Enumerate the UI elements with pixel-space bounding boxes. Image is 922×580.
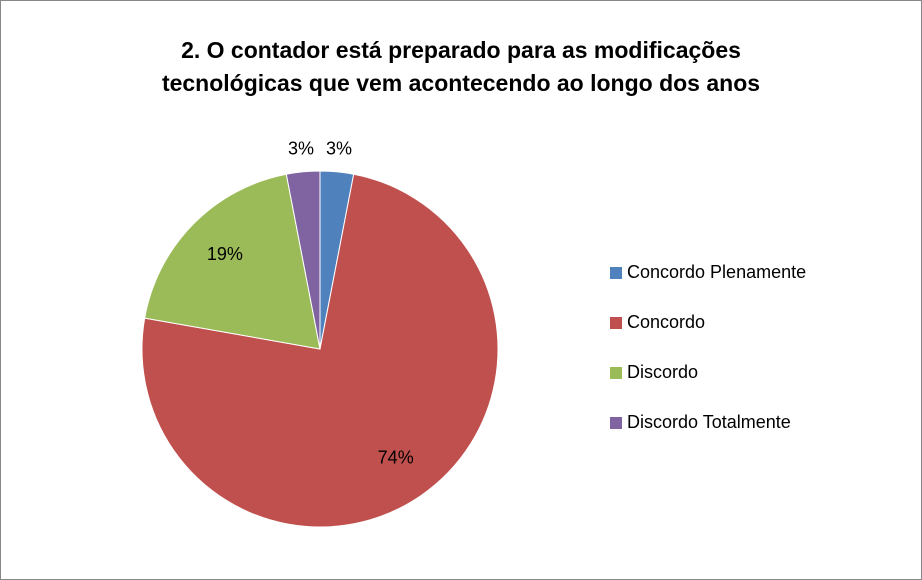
legend-label: Discordo Totalmente — [627, 412, 791, 432]
data-label: 3% — [326, 139, 352, 159]
legend-swatch — [610, 317, 622, 329]
chart-title: 2. O contador está preparado para as mod… — [181, 37, 741, 63]
data-label: 74% — [378, 448, 414, 468]
data-label: 19% — [207, 244, 243, 264]
data-label: 3% — [288, 139, 314, 159]
pie-slice — [285, 170, 321, 350]
legend-label: Concordo Plenamente — [627, 262, 806, 282]
legend-label: Discordo — [627, 362, 698, 382]
legend-swatch — [610, 417, 622, 429]
chart-title: tecnológicas que vem acontecendo ao long… — [162, 70, 760, 96]
legend-label: Concordo — [627, 312, 705, 332]
pie-slice — [144, 173, 321, 350]
pie-slice — [141, 173, 499, 528]
legend-swatch — [610, 267, 622, 279]
legend-swatch — [610, 367, 622, 379]
